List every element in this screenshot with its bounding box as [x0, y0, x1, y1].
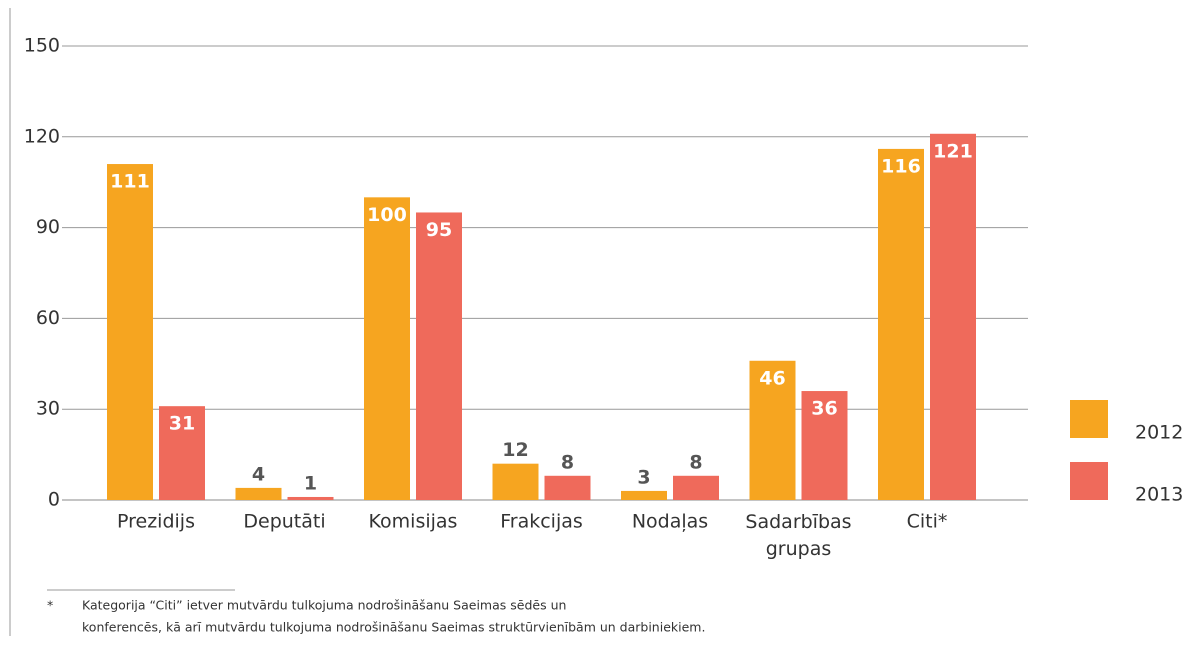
y-tick-label: 0 [48, 489, 60, 511]
bar [107, 164, 153, 501]
x-tick-label: Citi* [907, 511, 948, 533]
bar [364, 197, 410, 501]
bar [287, 496, 334, 500]
value-label: 111 [110, 171, 150, 193]
x-tick-label: Sadarbības grupas [745, 511, 851, 560]
value-label: 4 [252, 463, 265, 485]
x-tick-label-line: grupas [766, 538, 832, 560]
bar [878, 148, 924, 500]
value-label: 100 [367, 204, 407, 226]
value-label: 1 [304, 472, 317, 494]
value-label: 8 [561, 451, 574, 473]
value-label: 36 [811, 398, 837, 420]
bar [930, 133, 976, 501]
value-label: 121 [933, 140, 973, 162]
bar [235, 487, 282, 500]
bar [159, 406, 205, 500]
x-tick-label: Komisijas [369, 511, 458, 533]
y-tick-label: 150 [24, 35, 60, 57]
y-tick-label: 90 [36, 216, 60, 238]
footnote-marker: * [47, 598, 53, 613]
bar [544, 475, 591, 500]
bar [673, 475, 719, 500]
y-tick-label: 60 [36, 307, 60, 329]
x-tick-label: Nodaļas [632, 511, 708, 533]
legend-swatch [1070, 400, 1108, 438]
value-label: 116 [881, 155, 921, 177]
x-tick-label: Deputāti [243, 511, 325, 533]
value-label: 3 [637, 466, 650, 488]
value-label: 31 [169, 413, 195, 435]
legend-swatch [1070, 462, 1108, 500]
x-tick-label: Frakcijas [500, 511, 583, 533]
value-label: 95 [426, 219, 452, 241]
bar [749, 360, 796, 500]
y-tick-label: 120 [24, 125, 60, 147]
legend-label: 2013 [1135, 484, 1183, 506]
value-label: 8 [689, 451, 702, 473]
bar [801, 391, 848, 500]
x-tick-label-line: Sadarbības [745, 511, 851, 533]
x-tick-label: Prezidijs [117, 511, 195, 533]
bar [492, 463, 539, 500]
legend-label: 2012 [1135, 422, 1183, 444]
value-label: 46 [759, 367, 785, 389]
y-tick-label: 30 [36, 398, 60, 420]
bar [621, 490, 667, 500]
bar [416, 212, 462, 500]
value-label: 12 [502, 439, 528, 461]
footnote-line: konferencēs, kā arī mutvārdu tulkojuma n… [82, 620, 705, 635]
footnote-line: Kategorija “Citi” ietver mutvārdu tulkoj… [82, 598, 566, 613]
